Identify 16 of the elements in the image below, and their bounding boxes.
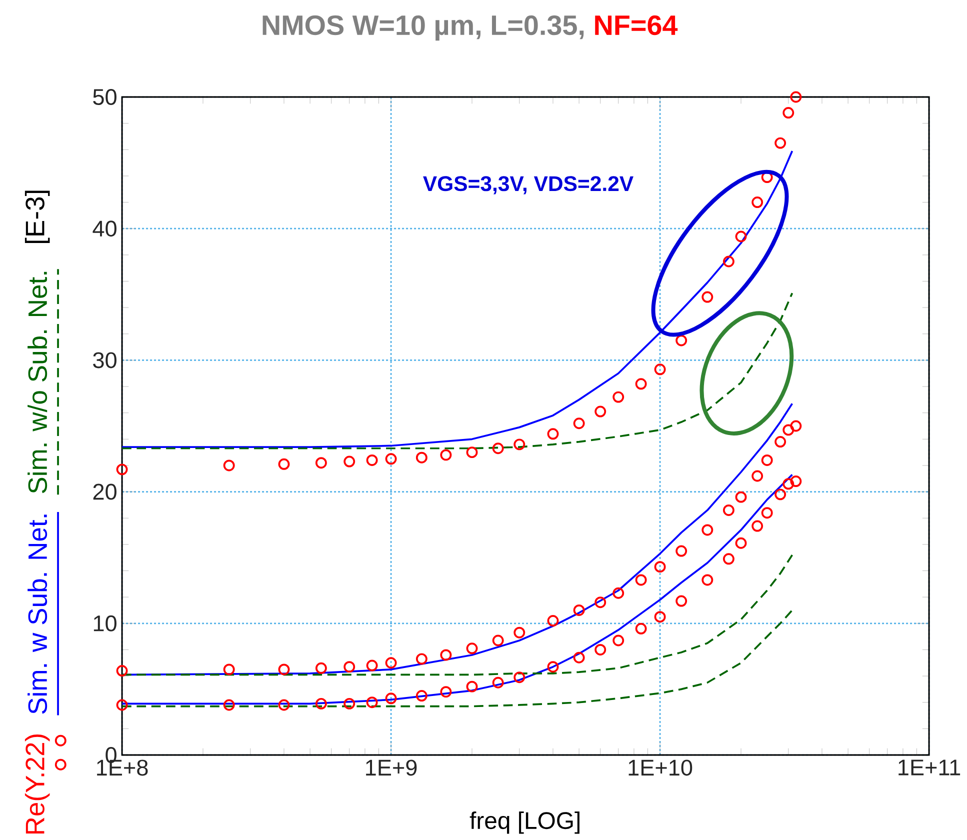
y-axis-title: [E-3] [24, 190, 50, 244]
text: Sim. w Sub. Net. [28, 514, 48, 714]
annotation: VGS=3,3V, VDS=2.2V [423, 176, 634, 194]
text: Re(Y.22) [24, 734, 50, 834]
chart-subtitle: NF=64 [595, 15, 678, 36]
text: Sim. w/o Sub. Net. [28, 272, 48, 494]
y-tick-label: 30 [93, 352, 116, 368]
y-tick-label: 10 [94, 615, 116, 632]
x-axis-title: freq [LOG] [470, 812, 580, 834]
y-tick-label: 20 [93, 484, 116, 500]
y-tick-label: 40 [92, 220, 116, 237]
y-tick-label: 50 [93, 89, 116, 105]
x-tick-label: 1E+11 [898, 760, 960, 776]
x-tick-label: 1E+9 [366, 760, 417, 776]
chart-title: NMOS W=10 µm, L=0.35, [262, 15, 584, 41]
x-tick-label: 1E+10 [628, 760, 692, 776]
